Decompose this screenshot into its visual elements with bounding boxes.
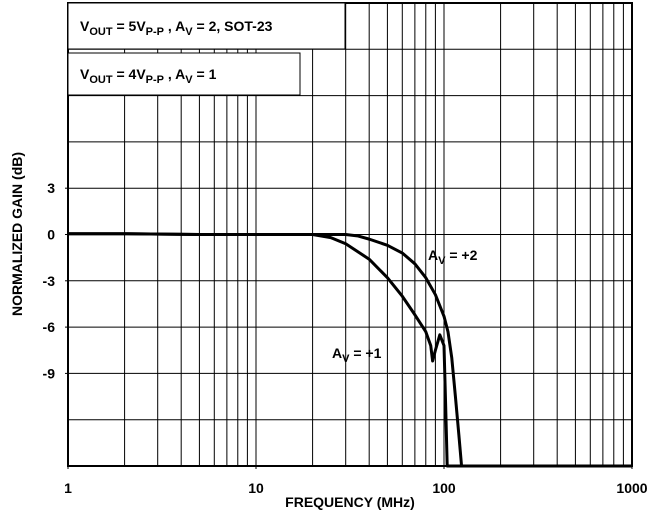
annotation: VOUT = 5VP-P , AV = 2, SOT-23 (80, 18, 273, 38)
text-part: , A (164, 66, 185, 82)
text-part: = 4V (113, 66, 147, 82)
y-tick-label: -3 (43, 273, 56, 289)
subscript: OUT (89, 26, 113, 38)
annotation-box (67, 52, 301, 96)
subscript: P-P (146, 26, 164, 38)
y-tick-label: 0 (47, 227, 55, 243)
text-part: = 1 (193, 66, 217, 82)
series-label: AV = +2 (428, 247, 478, 267)
text-part: V (80, 18, 90, 34)
text-part: = +2 (445, 247, 477, 263)
subscript: P-P (146, 74, 164, 86)
x-tick-label: 100 (432, 480, 456, 496)
subscript: V (342, 353, 350, 365)
line-series (68, 232, 632, 468)
y-tick-label: -9 (43, 365, 56, 381)
text-part: = 5V (113, 18, 147, 34)
subscript: V (438, 255, 446, 267)
annotation: VOUT = 4VP-P , AV = 1 (80, 66, 217, 86)
text-part: A (332, 345, 342, 361)
text-part: = +1 (349, 345, 381, 361)
text-part: V (80, 66, 90, 82)
subscript: V (185, 74, 193, 86)
text-part: , A (164, 18, 185, 34)
y-axis-label: NORMALIZED GAIN (dB) (9, 152, 25, 316)
text-part: = 2, SOT-23 (193, 18, 273, 34)
x-tick-label: 1 (64, 480, 72, 496)
text-part: A (428, 247, 438, 263)
y-tick-label: 3 (47, 180, 55, 196)
annotation-box (67, 2, 346, 50)
x-tick-label: 10 (248, 480, 264, 496)
subscript: OUT (89, 74, 113, 86)
subscript: V (185, 26, 193, 38)
x-axis-label: FREQUENCY (MHz) (285, 494, 415, 510)
x-tick-label: 1000 (616, 480, 647, 496)
series-label: AV = +1 (332, 345, 382, 365)
y-tick-label: -6 (43, 319, 56, 335)
